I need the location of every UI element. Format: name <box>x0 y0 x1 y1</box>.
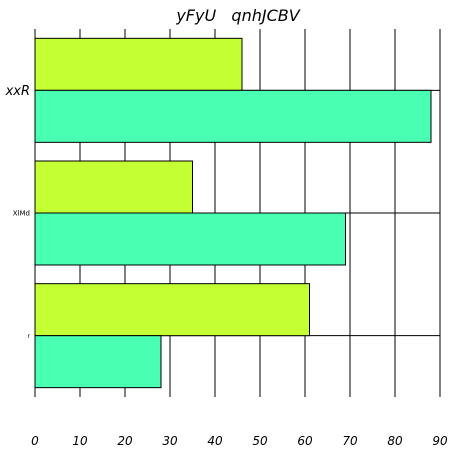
y-tick-label: r <box>28 333 31 340</box>
x-tick-label: 40 <box>207 434 223 448</box>
bar-series-1-XlMd <box>34 212 346 266</box>
x-tick-label: 90 <box>432 434 448 448</box>
chart-title: yFyU qnhJCBV <box>175 6 300 25</box>
y-axis: xxR XlMd r <box>5 84 31 340</box>
x-tick-label: 0 <box>31 434 39 448</box>
bar-series-2-r <box>34 283 310 337</box>
bar-series-1-xxR <box>34 89 432 143</box>
bars <box>34 37 432 389</box>
x-tick-label: 80 <box>387 434 403 448</box>
y-tick-label: XlMd <box>13 209 30 217</box>
bar-series-1-r <box>34 335 162 389</box>
x-tick-label: 20 <box>117 434 133 448</box>
x-tick-label: 30 <box>162 434 178 448</box>
bar-series-2-XlMd <box>34 160 193 214</box>
bar-series-2-xxR <box>34 37 243 91</box>
y-tick-label: xxR <box>5 84 30 99</box>
x-tick-label: 10 <box>72 434 88 448</box>
x-tick-label: 70 <box>342 434 358 448</box>
x-tick-label: 60 <box>297 434 313 448</box>
x-axis: 0 10 20 30 40 50 60 70 80 90 <box>31 434 448 448</box>
x-tick-label: 50 <box>252 434 268 448</box>
